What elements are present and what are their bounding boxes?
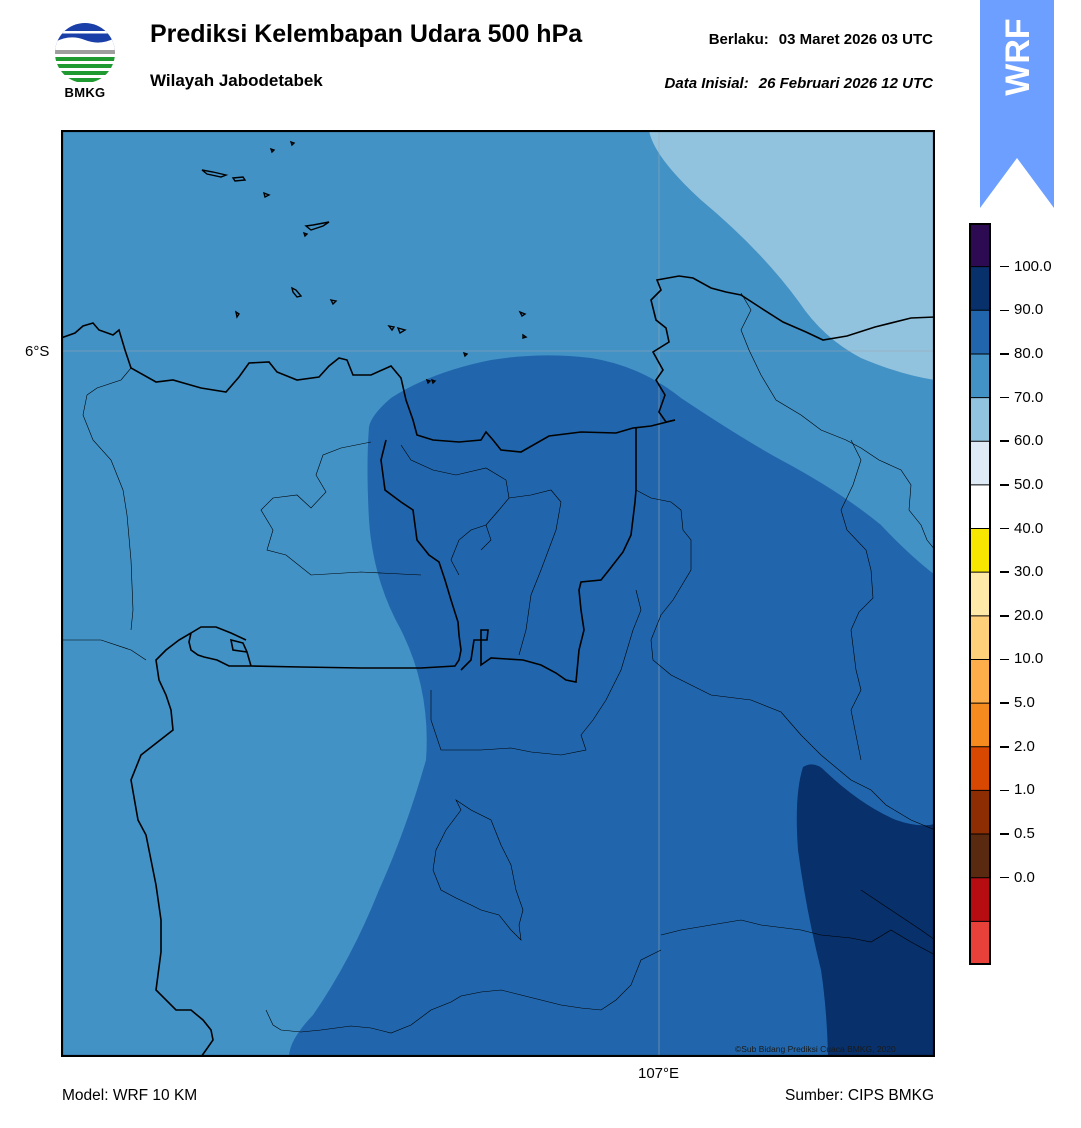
colorbar-segment xyxy=(970,484,990,530)
colorbar-tick xyxy=(1000,746,1009,748)
colorbar-segment xyxy=(970,615,990,660)
colorbar-segment xyxy=(970,397,990,442)
province-boundaries xyxy=(130,428,637,1057)
colorbar-label: 80.0 xyxy=(1014,344,1044,362)
valid-time-value: 03 Maret 2026 03 UTC xyxy=(778,31,933,48)
coastline-east-java xyxy=(650,275,935,423)
colorbar-segment xyxy=(970,834,990,879)
colorbar-label: 10.0 xyxy=(1014,650,1044,668)
colorbar-segment xyxy=(970,877,990,922)
colorbar-tick xyxy=(1000,484,1009,486)
colorbar-segment xyxy=(970,790,990,835)
source-label: Sumber: CIPS BMKG xyxy=(784,1087,934,1104)
colorbar-tick xyxy=(1000,309,1009,312)
field-80-90 xyxy=(289,355,935,1057)
region-subtitle: Wilayah Jabodetabek xyxy=(150,71,323,90)
bmkg-logo-icon xyxy=(55,23,115,83)
lon-label: 107°E xyxy=(638,1065,680,1082)
model-label: Model: WRF 10 KM xyxy=(62,1087,198,1104)
colorbar-tick xyxy=(1000,353,1009,355)
colorbar-segment xyxy=(970,266,990,311)
colorbar-segment xyxy=(970,572,990,617)
colorbar-segment xyxy=(970,441,990,486)
colorbar-segment xyxy=(970,223,990,268)
colorbar-labels: 100.0 90.0 80.0 70.0 60.0 50.0 40.0 30.0 20.0 10.… xyxy=(1000,223,1070,965)
coastline-west-java xyxy=(61,322,676,453)
colorbar-tick xyxy=(1000,789,1009,792)
init-time-value: 26 Februari 2026 12 UTC xyxy=(758,75,933,92)
thousand-islands xyxy=(201,140,528,385)
init-time: Data Inisial: 26 Februari 2026 12 UTC xyxy=(665,75,933,92)
humidity-map xyxy=(61,130,935,1057)
wrf-badge-text: WRF xyxy=(999,18,1037,95)
colorbar-tick xyxy=(1000,265,1009,268)
colorbar-label: 1.0 xyxy=(1014,781,1035,799)
colorbar-segment xyxy=(970,921,990,965)
colorbar-tick xyxy=(1000,396,1009,399)
colorbar-label: 70.0 xyxy=(1014,388,1044,406)
map-credit: ©Sub Bidang Prediksi Cuaca BMKG, 2020 xyxy=(735,1044,896,1054)
colorbar-label: 2.0 xyxy=(1014,737,1035,755)
colorbar-segment xyxy=(970,353,990,399)
colorbar-tick xyxy=(1000,571,1009,573)
colorbar-tick xyxy=(1000,615,1009,617)
colorbar-label: 5.0 xyxy=(1014,694,1035,712)
map-border xyxy=(61,130,935,1057)
colorbar-segment xyxy=(970,703,990,748)
colorbar-segment xyxy=(970,310,990,355)
colorbar-tick xyxy=(1000,527,1009,530)
colorbar-tick xyxy=(1000,876,1009,879)
colorbar-tick xyxy=(1000,702,1009,704)
colorbar-border xyxy=(969,223,991,965)
colorbar-label: 20.0 xyxy=(1014,606,1044,624)
colorbar-label: 40.0 xyxy=(1014,519,1044,537)
colorbar-label: 100.0 xyxy=(1014,257,1052,275)
colorbar-tick xyxy=(1000,440,1009,442)
init-label: Data Inisial: xyxy=(664,75,749,92)
colorbar-segment xyxy=(970,528,990,573)
valid-time: Berlaku: 03 Maret 2026 03 UTC xyxy=(709,31,933,48)
field-90-100 xyxy=(796,764,935,1057)
valid-label: Berlaku: xyxy=(708,31,769,48)
colorbar-label: 90.0 xyxy=(1014,301,1044,319)
colorbar-label: 60.0 xyxy=(1014,432,1044,450)
colorbar xyxy=(969,223,991,965)
logo-text: BMKG xyxy=(64,85,106,100)
wrf-badge-bg xyxy=(980,0,1054,208)
page-title: Prediksi Kelembapan Udara 500 hPa xyxy=(150,20,583,48)
field-60-70 xyxy=(649,130,935,380)
colorbar-segment xyxy=(970,659,990,704)
colorbar-label: 50.0 xyxy=(1014,475,1044,493)
colorbar-tick xyxy=(1000,658,1009,661)
district-boundaries xyxy=(61,292,935,1034)
wrf-badge: WRF xyxy=(980,0,1054,208)
colorbar-tick xyxy=(1000,833,1009,835)
colorbar-segment xyxy=(970,746,990,791)
lat-label: 6°S xyxy=(25,343,50,360)
colorbar-label: 30.0 xyxy=(1014,563,1044,581)
colorbar-label: 0.5 xyxy=(1014,825,1035,843)
colorbar-label: 0.0 xyxy=(1014,868,1035,886)
